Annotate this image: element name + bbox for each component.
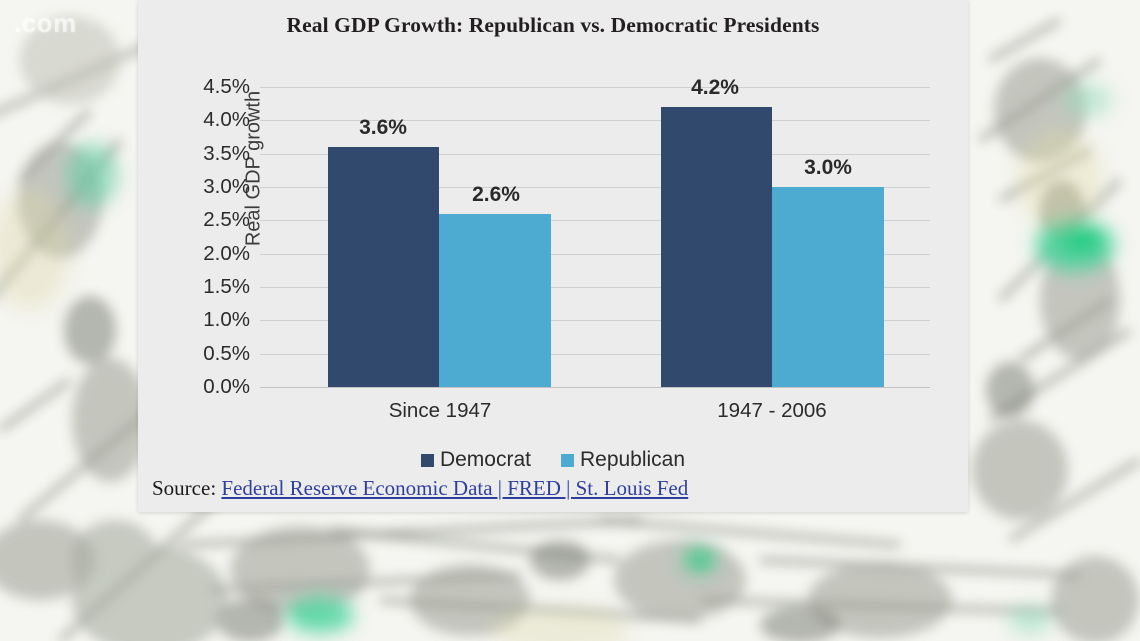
bar-value-label: 3.0%: [804, 156, 852, 179]
bar-democrat-since-1947[interactable]: [328, 147, 439, 387]
legend-label: Democrat: [439, 448, 531, 471]
gridline-2-0: [260, 253, 930, 255]
bar-value-label: 3.6%: [359, 116, 407, 139]
bar-value-label: 2.6%: [472, 183, 520, 206]
y-tick-label: 0.0%: [203, 375, 250, 398]
y-tick-label: 4.5%: [203, 75, 250, 98]
y-tick-label: 3.5%: [203, 141, 250, 165]
legend-swatch-icon: [560, 453, 574, 467]
x-category-label-1: Since 1947: [388, 399, 492, 422]
gridline-3-0: [260, 187, 930, 188]
gridline-1-0: [260, 320, 930, 322]
gridline-3-5: [260, 153, 930, 155]
y-tick-label: 4.0%: [203, 108, 250, 132]
chart-title: Real GDP Growth: Republican vs. Democrat…: [286, 13, 820, 37]
legend-item-democrat[interactable]: Democrat: [420, 448, 531, 472]
y-tick-label: 1.5%: [203, 275, 250, 298]
y-tick-label: 2.0%: [203, 241, 250, 265]
bar-republican-1947-2006[interactable]: [772, 187, 884, 387]
source-line: Source: Federal Reserve Economic Data | …: [152, 476, 688, 501]
gridline-4-5: [260, 87, 930, 88]
bar-republican-since-1947[interactable]: [439, 213, 551, 387]
plot-area: Real GDP growth 4.5% 4.0% 3.5% 3.0% 2.5%…: [203, 75, 930, 422]
y-tick-label: 2.5%: [203, 208, 250, 232]
source-link[interactable]: Federal Reserve Economic Data | FRED | S…: [221, 476, 689, 500]
y-tick-label: 1.0%: [203, 308, 250, 332]
x-category-label-2: 1947 - 2006: [717, 399, 827, 422]
gridline-4-0: [260, 120, 930, 122]
gridline-0-0: [260, 387, 930, 388]
legend-item-republican[interactable]: Republican: [560, 448, 686, 472]
bar-value-label: 4.2%: [691, 76, 739, 99]
chart-panel: Real GDP Growth: Republican vs. Democrat…: [138, 0, 968, 512]
y-tick-label: 0.5%: [203, 341, 250, 365]
gridline-2-5: [260, 220, 930, 222]
legend-swatch-icon: [420, 453, 434, 467]
y-tick-label: 3.0%: [203, 175, 250, 198]
gridline-0-5: [260, 353, 930, 355]
chart-legend: Democrat Republican: [138, 448, 968, 472]
gridline-1-5: [260, 287, 930, 288]
source-prefix: Source:: [152, 476, 222, 500]
bar-democrat-1947-2006[interactable]: [661, 107, 772, 387]
legend-label: Republican: [579, 448, 686, 471]
